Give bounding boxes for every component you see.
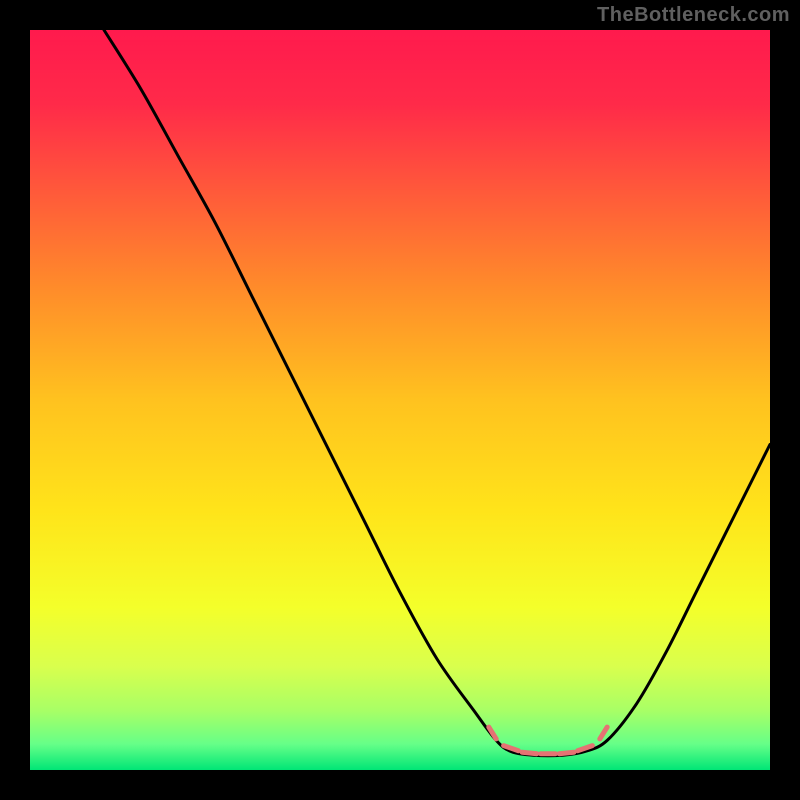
gradient-background [30,30,770,770]
bottleneck-curve-chart [30,30,770,770]
plot-area [30,30,770,770]
marker-segment [559,752,574,753]
marker-segment [522,752,537,753]
chart-frame: TheBottleneck.com [0,0,800,800]
watermark-text: TheBottleneck.com [597,4,790,27]
